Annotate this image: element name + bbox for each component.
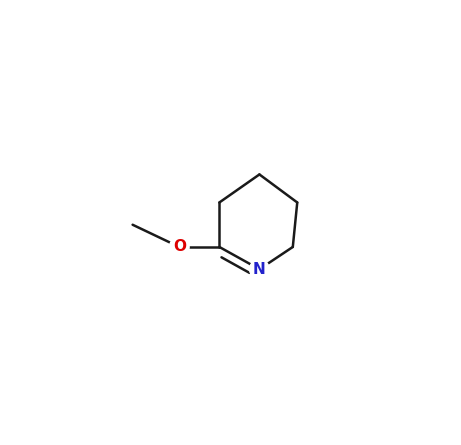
Circle shape xyxy=(250,259,269,279)
Text: O: O xyxy=(173,239,186,255)
Text: N: N xyxy=(253,262,266,277)
Circle shape xyxy=(170,237,189,257)
